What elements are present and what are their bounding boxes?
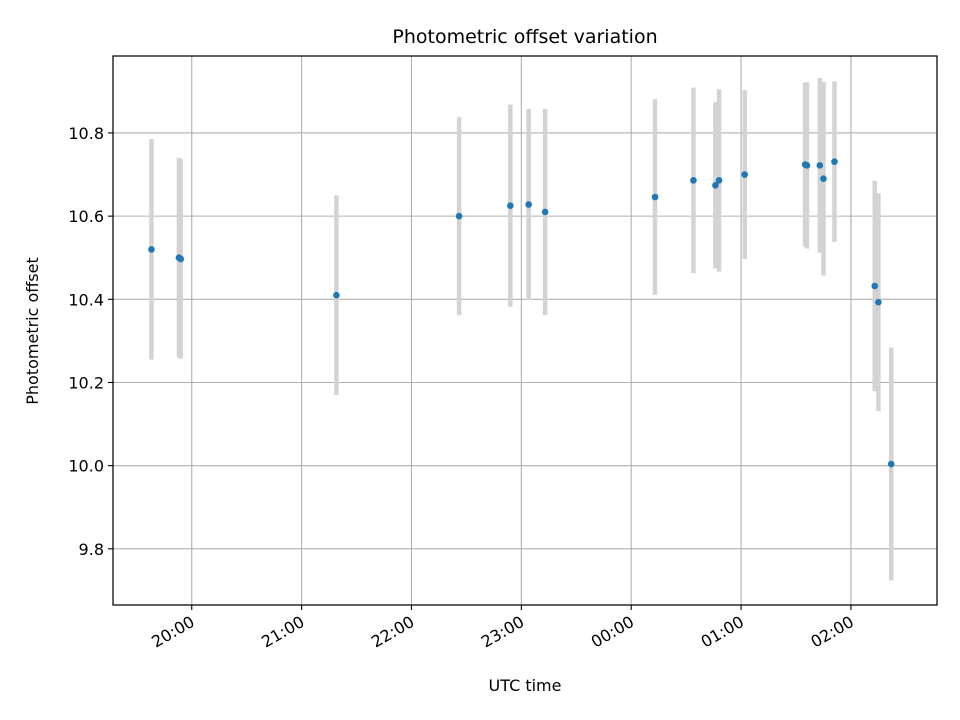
data-point xyxy=(690,177,697,184)
chart-title: Photometric offset variation xyxy=(392,26,657,48)
data-point xyxy=(525,201,532,208)
data-point xyxy=(455,212,463,220)
data-point xyxy=(887,460,895,468)
data-points xyxy=(148,158,895,468)
data-point xyxy=(651,193,659,201)
data-point xyxy=(507,202,514,210)
data-point xyxy=(741,171,749,178)
data-point xyxy=(712,182,719,189)
data-point xyxy=(803,162,811,169)
data-point xyxy=(831,158,838,165)
data-point xyxy=(148,246,155,253)
data-point xyxy=(541,208,549,216)
y-axis-label: Photometric offset xyxy=(23,257,42,405)
y-axis-ticks: 9.8 10.0 10.2 10.4 10.6 10.8 xyxy=(68,124,113,559)
y-tick-label: 9.8 xyxy=(79,540,104,559)
y-tick-label: 10.0 xyxy=(68,457,104,476)
grid xyxy=(113,56,937,605)
data-point xyxy=(177,255,185,263)
data-point xyxy=(871,282,879,290)
y-tick-label: 10.8 xyxy=(68,124,104,143)
y-tick-label: 10.2 xyxy=(68,373,104,392)
data-point xyxy=(715,177,723,184)
y-tick-label: 10.6 xyxy=(68,207,104,226)
data-point xyxy=(820,175,827,182)
y-tick-label: 10.4 xyxy=(68,290,104,309)
x-axis-label: UTC time xyxy=(489,676,562,695)
data-point xyxy=(816,162,824,169)
data-point xyxy=(333,291,340,299)
plot-frame xyxy=(112,55,938,606)
data-point xyxy=(875,298,882,306)
